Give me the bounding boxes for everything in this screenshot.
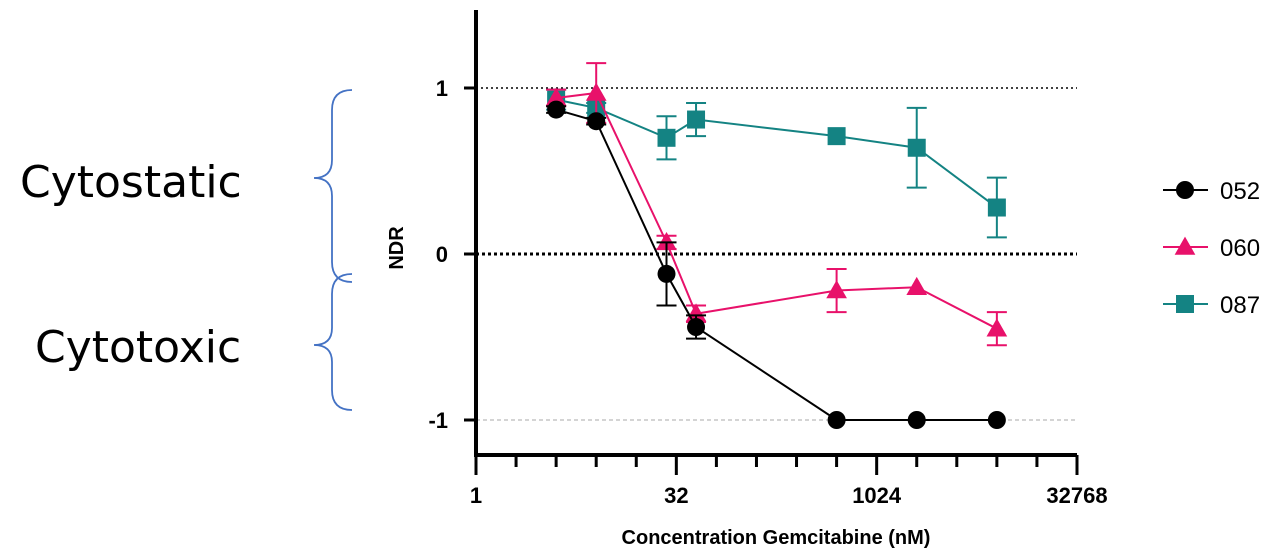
y-tick-label-0: -1 — [428, 408, 448, 433]
y-tick-label-1: 0 — [436, 242, 448, 267]
y-axis-title: NDR — [386, 226, 408, 270]
reference-lines — [476, 87, 1077, 421]
cytostatic-label: Cytostatic — [20, 157, 242, 208]
point-052-2 — [657, 264, 676, 283]
legend-label-087: 087 — [1220, 292, 1260, 319]
x-tick-label-2: 1024 — [852, 483, 902, 508]
point-087-6 — [987, 198, 1006, 217]
point-060-2 — [656, 232, 677, 251]
x-axis-title: Concentration Gemcitabine (nM) — [622, 527, 931, 549]
series-052 — [546, 100, 1006, 429]
cytotoxic-brace — [313, 273, 353, 411]
point-060-4 — [826, 280, 847, 299]
point-087-3 — [687, 110, 706, 129]
point-052-0 — [547, 100, 566, 119]
series-layer — [545, 62, 1008, 429]
point-052-6 — [987, 411, 1006, 429]
axes: -1 0 1 1 32 1024 32768 — [428, 10, 1108, 508]
point-052-3 — [687, 318, 706, 337]
annotation-group: Cytostatic Cytotoxic — [20, 89, 353, 411]
legend-item-060: 060 — [1163, 235, 1260, 262]
series-line-087 — [555, 98, 998, 209]
point-087-5 — [907, 138, 926, 157]
point-060-5 — [906, 276, 928, 295]
legend-label-052: 052 — [1220, 178, 1260, 205]
point-052-1 — [587, 112, 606, 131]
x-tick-label-0: 1 — [470, 483, 482, 508]
point-087-2 — [657, 128, 676, 147]
plot-area: -1 0 1 1 32 1024 32768 — [428, 10, 1108, 508]
series-line-052 — [555, 108, 997, 421]
point-060-1 — [585, 82, 607, 101]
legend-marker-052 — [1176, 181, 1194, 199]
legend-label-060: 060 — [1220, 235, 1260, 262]
cytostatic-brace — [313, 89, 353, 283]
point-060-6 — [986, 318, 1008, 337]
x-tick-label-3: 32768 — [1046, 483, 1107, 508]
point-087-4 — [827, 127, 846, 146]
x-tick-label-1: 32 — [664, 483, 688, 508]
point-052-4 — [827, 411, 846, 429]
legend-item-052: 052 — [1163, 178, 1260, 205]
point-052-5 — [907, 411, 926, 429]
legend-item-087: 087 — [1163, 292, 1260, 319]
point-060-0 — [545, 87, 567, 106]
legend: 052 060 087 — [1163, 178, 1260, 319]
y-tick-label-2: 1 — [436, 76, 448, 101]
legend-marker-060 — [1174, 236, 1196, 255]
cytotoxic-label: Cytotoxic — [35, 322, 241, 373]
series-060 — [545, 62, 1008, 347]
legend-marker-087 — [1176, 295, 1194, 313]
